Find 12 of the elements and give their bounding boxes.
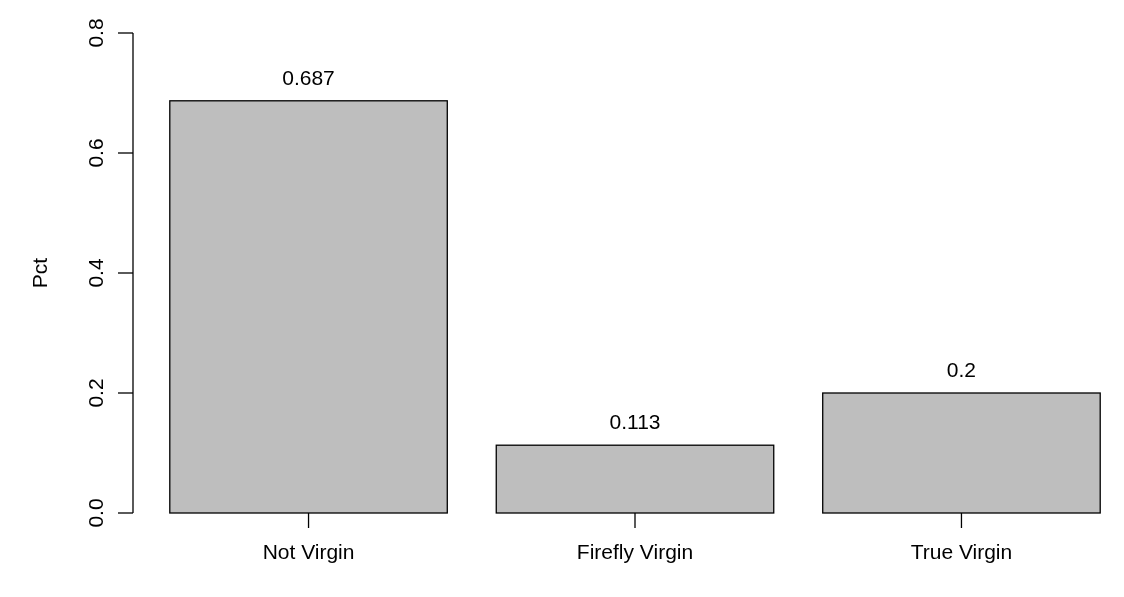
y-tick-label: 0.0 <box>84 498 107 528</box>
data-label: 0.687 <box>282 65 335 89</box>
data-label: 0.2 <box>946 358 977 381</box>
x-tick-label: Not Virgin <box>262 540 355 563</box>
y-tick-label: 0.2 <box>84 378 107 408</box>
y-tick-label: 0.8 <box>84 18 107 48</box>
y-tick-label: 0.4 <box>84 258 107 288</box>
x-tick-label: Firefly Virgin <box>576 540 694 563</box>
data-label: 0.113 <box>609 410 661 434</box>
x-tick-label: True Virgin <box>910 540 1013 563</box>
y-tick-label: 0.6 <box>84 138 107 168</box>
y-axis-title: Pct <box>28 257 51 289</box>
